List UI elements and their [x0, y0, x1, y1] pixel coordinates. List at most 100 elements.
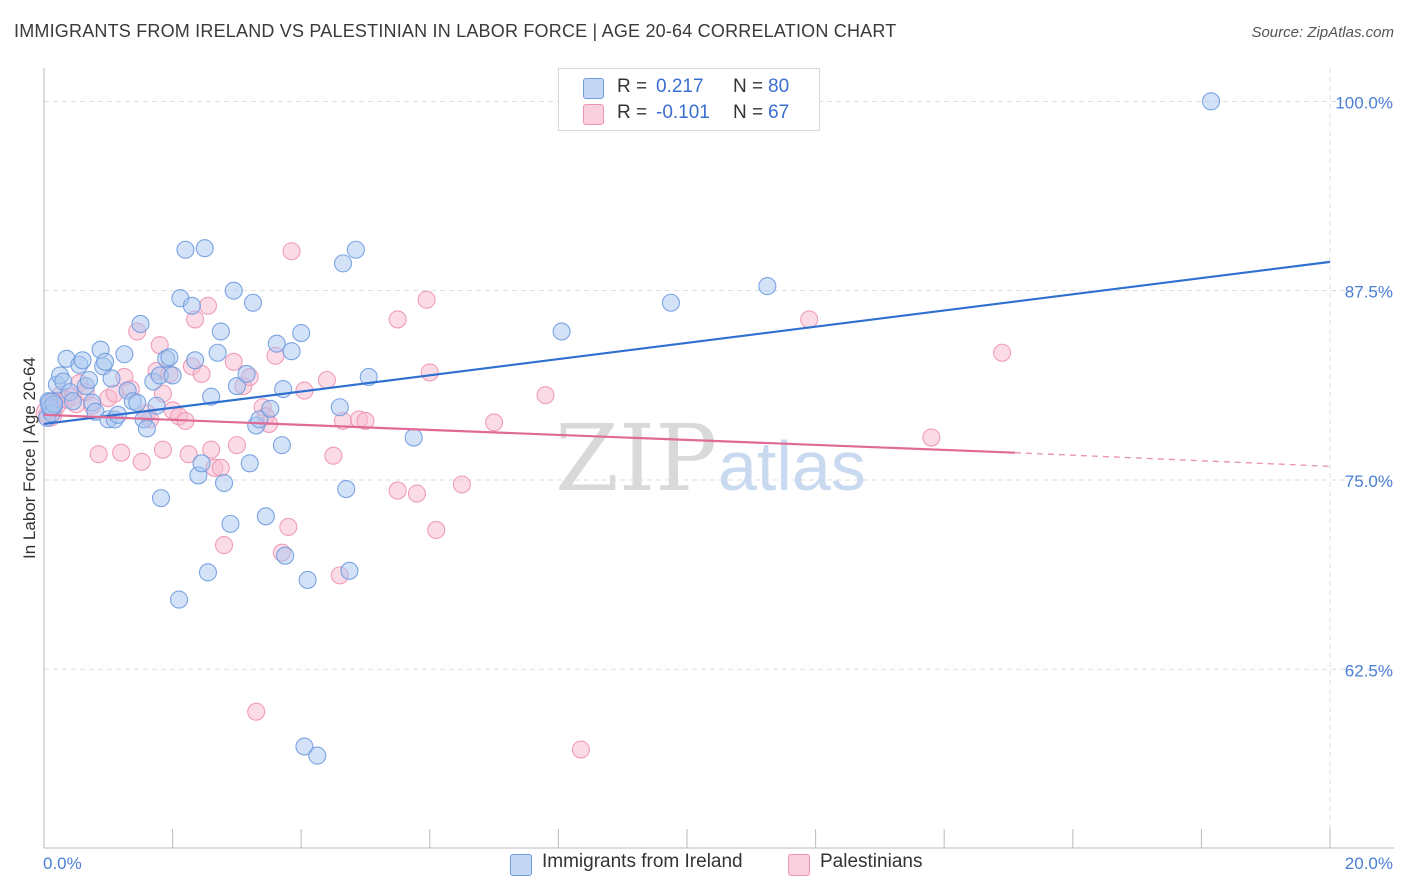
palestinians-point: [452, 475, 472, 494]
ireland-point: [151, 489, 171, 508]
palestinians-point: [282, 242, 301, 261]
ireland-point: [359, 367, 378, 387]
palestinians-point: [993, 343, 1012, 362]
ireland-point: [298, 570, 317, 589]
ireland-point: [186, 351, 205, 370]
ireland-point: [224, 281, 243, 300]
palestinians-point: [536, 386, 555, 405]
y-axis-label: In Labor Force | Age 20-64: [20, 357, 39, 559]
n-value: 67: [768, 102, 790, 123]
ireland-point: [267, 334, 286, 353]
palestinians-point: [485, 413, 504, 432]
axes: [43, 68, 1394, 849]
palestinians-trend-extension: [1014, 451, 1331, 468]
ireland-swatch: [583, 78, 604, 99]
ireland-point: [198, 563, 218, 582]
r-label: R =: [617, 76, 648, 97]
r-value: 0.217: [656, 76, 704, 97]
palestinians-point: [407, 484, 426, 503]
palestinians-point: [427, 520, 446, 539]
correlation-legend: R = 0.217 N = 80 R = -0.101 N = 67: [558, 68, 820, 131]
tick-labels: 100.0% 87.5% 75.0% 62.5% 0.0% 20.0%: [43, 93, 1393, 873]
chart-source: Source: ZipAtlas.com: [1251, 24, 1394, 41]
x-tick-label: 20.0%: [1345, 854, 1393, 873]
y-tick-label: 62.5%: [1345, 661, 1393, 680]
ireland-points: [38, 92, 1221, 765]
ireland-point: [404, 428, 423, 447]
palestinians-point: [356, 411, 375, 430]
ireland-point: [292, 323, 311, 343]
ireland-point: [1201, 92, 1221, 111]
ireland-point: [295, 737, 314, 756]
r-label: R =: [617, 102, 648, 123]
ireland-point: [160, 348, 179, 367]
y-tick-label: 75.0%: [1345, 472, 1393, 491]
palestinians-point: [324, 446, 343, 465]
n-label: N =: [733, 76, 764, 97]
n-label: N =: [733, 102, 764, 123]
ireland-point: [308, 746, 327, 765]
ireland-point: [227, 377, 246, 396]
ireland-legend-swatch: [510, 854, 532, 876]
ireland-point: [40, 392, 64, 416]
palestinians-point: [571, 740, 590, 759]
palestinians-point: [227, 436, 246, 455]
palestinians-point: [279, 517, 298, 536]
ireland-point: [202, 387, 221, 406]
palestinians-point: [388, 310, 407, 329]
chart-title: IMMIGRANTS FROM IRELAND VS PALESTINIAN I…: [14, 21, 897, 41]
palestinians-point: [417, 290, 436, 309]
ireland-point: [137, 419, 156, 438]
ireland-point: [128, 393, 147, 412]
palestinians-trend-line: [43, 413, 1015, 454]
trend-lines: [43, 260, 1331, 468]
palestinians-point: [388, 481, 407, 500]
ireland-point: [115, 345, 134, 364]
ireland-point: [63, 392, 82, 411]
palestinians-point: [179, 445, 198, 464]
ireland-point: [131, 314, 150, 334]
ireland-point: [661, 293, 680, 312]
watermark-atlas: atlas: [718, 427, 866, 505]
palestinians-point: [198, 296, 218, 315]
palestinians-point: [202, 440, 221, 459]
ireland-point: [182, 296, 201, 315]
palestinians-point: [112, 443, 131, 462]
y-tick-label: 100.0%: [1335, 93, 1393, 112]
n-value: 80: [768, 76, 790, 97]
palestinians-point: [224, 352, 243, 371]
ireland-point: [552, 322, 571, 341]
watermark-zip: ZIP: [555, 405, 717, 512]
ireland-point: [192, 454, 211, 473]
ireland-point: [176, 240, 195, 259]
ireland-point: [73, 351, 92, 370]
r-value: -0.101: [656, 102, 710, 123]
ireland-point: [169, 590, 189, 609]
ireland-point: [102, 369, 121, 388]
ireland-point: [208, 343, 227, 362]
ireland-point: [276, 546, 295, 565]
ireland-point: [147, 396, 166, 415]
ireland-point: [340, 561, 359, 580]
ireland-point: [261, 399, 280, 418]
watermark: ZIP atlas: [555, 405, 866, 512]
ireland-trend-line: [43, 260, 1331, 426]
palestinians-legend-swatch: [788, 854, 810, 876]
ireland-point: [195, 239, 214, 258]
ireland-point: [333, 254, 353, 273]
palestinians-point: [317, 370, 336, 390]
ireland-point: [44, 395, 63, 414]
ireland-point: [758, 277, 777, 296]
palestinians-swatch: [583, 104, 604, 125]
palestinians-point: [132, 452, 151, 471]
ireland-point: [214, 473, 234, 493]
palestinians-point: [214, 536, 234, 555]
x-tick-label: 0.0%: [43, 854, 82, 873]
ireland-point: [79, 370, 99, 390]
ireland-point: [337, 479, 356, 499]
palestinians-point: [211, 458, 230, 477]
ireland-point: [163, 366, 182, 385]
ireland-point: [240, 454, 259, 473]
ireland-point: [346, 240, 365, 259]
